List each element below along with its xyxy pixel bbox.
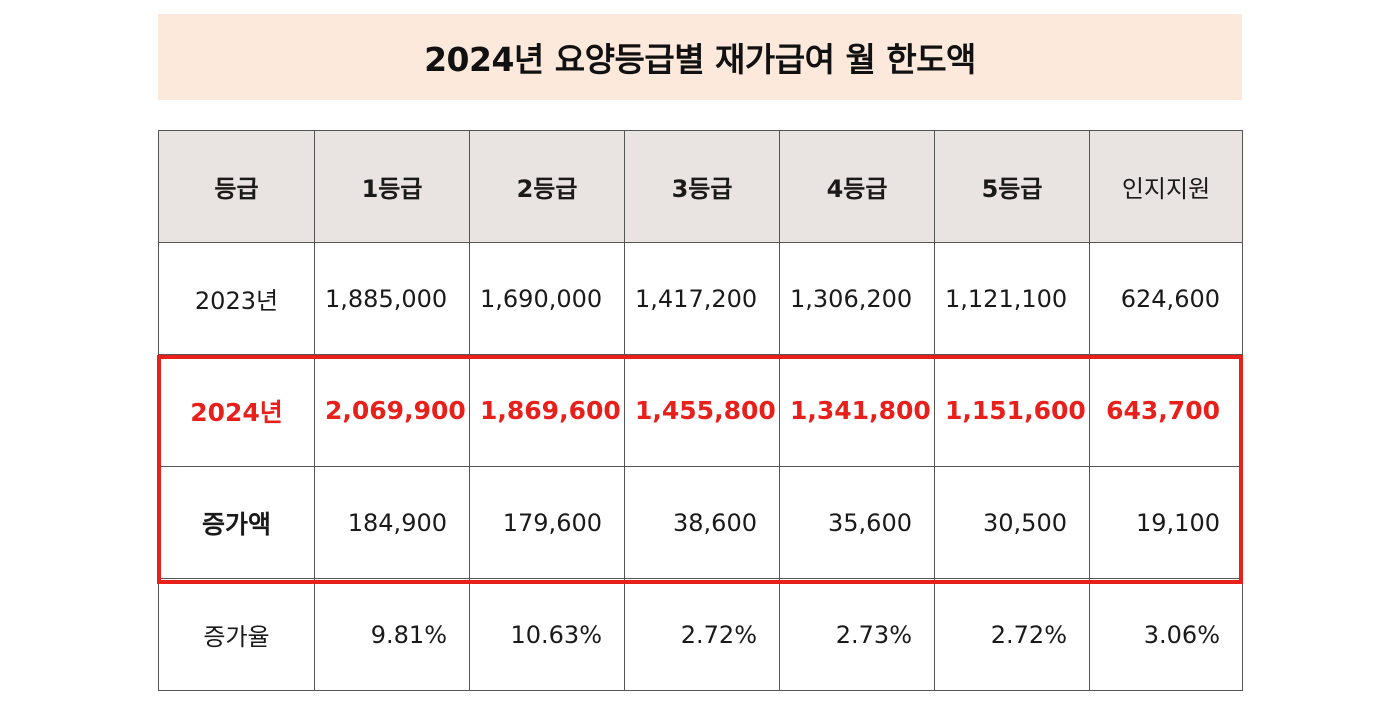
header-grade-1: 1등급 <box>314 130 470 243</box>
table-cell: 1,869,600 <box>469 354 625 467</box>
table-cell: 3.06% <box>1089 578 1243 691</box>
table-cell: 10.63% <box>469 578 625 691</box>
table-cell: 1,885,000 <box>314 242 470 355</box>
header-grade: 등급 <box>158 130 315 243</box>
table-cell: 38,600 <box>624 466 780 579</box>
title-banner: 2024년 요양등급별 재가급여 월 한도액 <box>158 14 1242 100</box>
row-label: 2023년 <box>158 242 315 355</box>
table-cell: 2.72% <box>624 578 780 691</box>
table-row-2024: 2024년 2,069,900 1,869,600 1,455,800 1,34… <box>158 354 1243 467</box>
page-title: 2024년 요양등급별 재가급여 월 한도액 <box>424 40 976 79</box>
table-cell: 35,600 <box>779 466 935 579</box>
table-cell: 643,700 <box>1089 354 1243 467</box>
row-label: 증가액 <box>158 466 315 579</box>
table-cell: 1,151,600 <box>934 354 1090 467</box>
monthly-limit-table: 등급 1등급 2등급 3등급 4등급 5등급 인지지원 2023년 1,885,… <box>158 130 1243 691</box>
table-cell: 1,341,800 <box>779 354 935 467</box>
header-grade-2: 2등급 <box>469 130 625 243</box>
table-cell: 1,306,200 <box>779 242 935 355</box>
header-grade-5: 5등급 <box>934 130 1090 243</box>
table-cell: 1,690,000 <box>469 242 625 355</box>
table-cell: 1,417,200 <box>624 242 780 355</box>
header-grade-4: 4등급 <box>779 130 935 243</box>
row-label: 증가율 <box>158 578 315 691</box>
table-cell: 2,069,900 <box>314 354 470 467</box>
row-label: 2024년 <box>158 354 315 467</box>
table-header-row: 등급 1등급 2등급 3등급 4등급 5등급 인지지원 <box>158 130 1243 243</box>
table-cell: 184,900 <box>314 466 470 579</box>
table-cell: 30,500 <box>934 466 1090 579</box>
table-cell: 1,121,100 <box>934 242 1090 355</box>
header-cognitive-support: 인지지원 <box>1089 130 1243 243</box>
table-row-increase: 증가액 184,900 179,600 38,600 35,600 30,500… <box>158 466 1243 579</box>
table-row-2023: 2023년 1,885,000 1,690,000 1,417,200 1,30… <box>158 242 1243 355</box>
table-row-rate: 증가율 9.81% 10.63% 2.72% 2.73% 2.72% 3.06% <box>158 578 1243 691</box>
header-grade-3: 3등급 <box>624 130 780 243</box>
table-cell: 19,100 <box>1089 466 1243 579</box>
table-cell: 2.72% <box>934 578 1090 691</box>
table-cell: 179,600 <box>469 466 625 579</box>
table-cell: 2.73% <box>779 578 935 691</box>
table-cell: 624,600 <box>1089 242 1243 355</box>
table-cell: 1,455,800 <box>624 354 780 467</box>
table-cell: 9.81% <box>314 578 470 691</box>
